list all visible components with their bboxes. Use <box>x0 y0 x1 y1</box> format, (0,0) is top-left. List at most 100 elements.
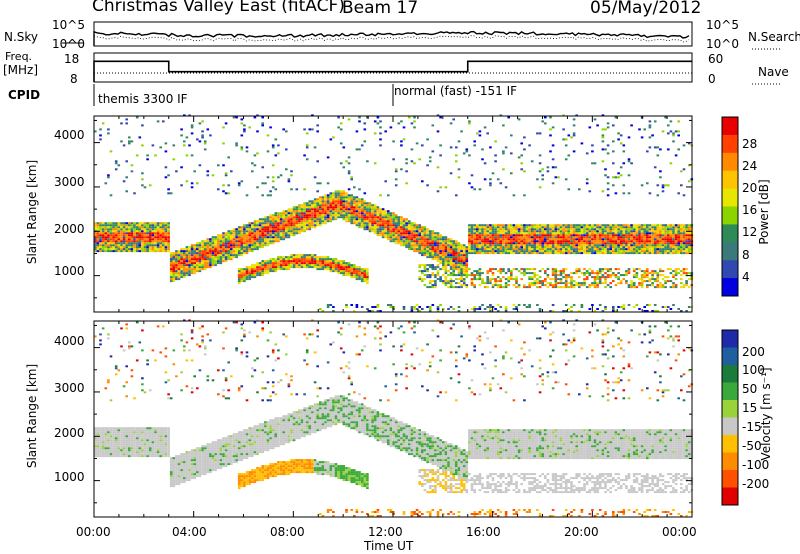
power-cell <box>326 156 330 159</box>
power-cell <box>627 236 631 239</box>
power-cell <box>483 228 487 231</box>
power-cell <box>101 226 105 229</box>
power-cell <box>596 308 599 310</box>
power-cell <box>499 270 503 273</box>
power-cell <box>251 222 254 225</box>
power-cell <box>162 238 165 241</box>
power-cell <box>235 244 238 247</box>
power-cell <box>449 240 453 243</box>
power-cell <box>350 264 353 267</box>
power-cell <box>397 228 401 231</box>
power-cell <box>567 234 571 237</box>
power-cell <box>319 260 322 263</box>
power-cell <box>282 220 285 223</box>
power-cell <box>392 158 395 161</box>
power-cell <box>617 226 620 229</box>
power-cell <box>559 246 563 249</box>
power-cell <box>483 226 487 229</box>
power-cell <box>135 242 139 245</box>
power-cell <box>622 252 626 255</box>
power-cell <box>525 238 529 241</box>
power-cell <box>109 232 113 235</box>
power-cell <box>601 248 605 251</box>
power-cell <box>410 306 414 308</box>
power-cell <box>570 310 573 312</box>
power-cell <box>138 226 142 229</box>
power-cell <box>295 218 299 221</box>
power-cell <box>290 254 293 257</box>
power-cell <box>373 204 377 207</box>
power-cell <box>269 260 272 263</box>
power-cell <box>439 186 442 189</box>
power-cell <box>156 246 160 249</box>
power-cell <box>672 134 675 137</box>
power-cell <box>135 250 139 253</box>
power-cell <box>525 252 529 255</box>
power-cell <box>381 218 385 221</box>
power-cell <box>240 274 244 277</box>
power-cell <box>217 236 220 239</box>
power-cell <box>345 206 348 209</box>
power-cell <box>169 270 173 273</box>
power-cell <box>625 226 628 229</box>
power-cell <box>426 268 429 271</box>
power-cell <box>617 276 620 279</box>
power-cell <box>253 224 257 227</box>
power-cell <box>659 248 662 251</box>
power-cell <box>342 212 346 215</box>
power-cell <box>355 208 359 211</box>
power-cell <box>337 200 340 203</box>
power-cell <box>564 228 568 231</box>
power-cell <box>452 248 455 251</box>
power-cell <box>169 192 173 195</box>
power-cell <box>114 230 118 233</box>
power-cell <box>196 270 199 273</box>
power-cell <box>261 260 264 263</box>
power-cell <box>366 208 369 211</box>
power-cell <box>235 248 238 251</box>
power-cell <box>630 248 633 251</box>
power-cell <box>366 228 369 231</box>
power-cell <box>481 280 484 283</box>
power-cell <box>298 228 301 231</box>
power-cell <box>266 230 270 233</box>
power-cell <box>316 264 319 267</box>
power-cell <box>619 234 623 237</box>
power-cell <box>444 248 448 251</box>
power-cell <box>345 210 348 213</box>
power-cell <box>604 280 607 283</box>
cpid-segment-1: themis 3300 IF <box>98 92 188 106</box>
power-cell <box>674 284 678 287</box>
power-cell <box>638 234 641 237</box>
power-cell <box>313 214 317 217</box>
power-cell <box>292 206 296 209</box>
power-cell <box>245 244 249 247</box>
power-cell <box>392 226 395 229</box>
power-cell <box>510 152 513 155</box>
power-cell <box>426 164 429 167</box>
power-cell <box>504 310 508 312</box>
power-cell <box>426 274 429 277</box>
power-cell <box>146 234 149 237</box>
power-cell <box>554 244 558 247</box>
power-cell <box>554 246 558 249</box>
power-cell <box>311 262 314 265</box>
power-cell <box>251 234 254 237</box>
power-cell <box>334 190 338 193</box>
power-cell <box>502 232 505 235</box>
power-cell <box>261 240 264 243</box>
power-cell <box>159 232 162 235</box>
power-cell <box>261 228 264 231</box>
power-cell <box>557 244 560 247</box>
power-cell <box>130 228 134 231</box>
power-cell <box>261 238 264 241</box>
power-cell <box>622 236 626 239</box>
power-cell <box>305 204 309 207</box>
power-cell <box>264 232 267 235</box>
power-cell <box>630 252 633 255</box>
power-cell <box>630 230 633 233</box>
power-cell <box>632 228 636 231</box>
power-cell <box>101 230 105 233</box>
power-cell <box>635 276 639 279</box>
power-cell <box>606 268 610 271</box>
